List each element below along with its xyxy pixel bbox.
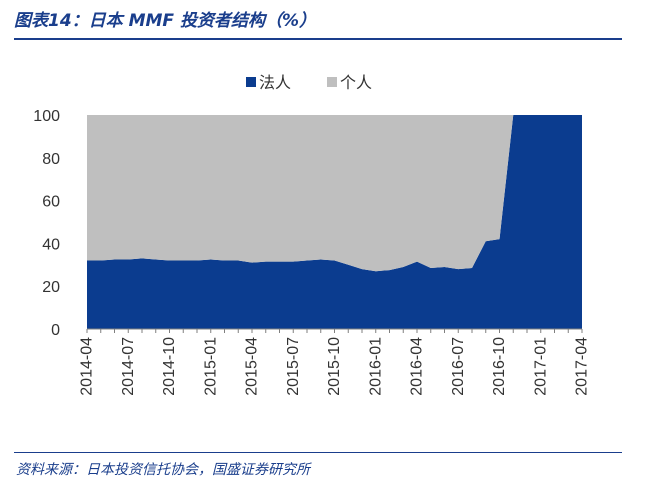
legend-label: 法人 [259, 73, 291, 92]
x-tick-label: 2014-07 [120, 337, 137, 396]
x-tick-label: 2014-10 [161, 337, 178, 396]
chart-legend: 法人 个人 [246, 73, 372, 92]
legend-item: 法人 [246, 73, 291, 92]
legend-swatch [327, 77, 337, 87]
y-tick-label: 40 [42, 236, 60, 253]
y-tick-label: 80 [42, 151, 60, 168]
y-axis: 0 20 40 60 80 100 [33, 108, 60, 339]
x-tick-label: 2017-04 [574, 337, 591, 396]
y-tick-label: 100 [33, 108, 60, 125]
figure-title: 图表14：日本 MMF 投资者结构（%） [14, 11, 316, 31]
x-tick-label: 2016-01 [367, 337, 384, 396]
x-axis: 2014-04 2014-07 2014-10 2015-01 2015-04 2015-… [79, 328, 591, 396]
y-tick-label: 0 [51, 322, 60, 339]
x-tick-label: 2014-04 [79, 337, 96, 396]
x-tick-label: 2016-10 [491, 337, 508, 396]
x-tick-label: 2015-04 [244, 337, 261, 396]
x-tick-label: 2016-07 [450, 337, 467, 396]
legend-swatch [246, 77, 256, 87]
x-tick-label: 2015-07 [285, 337, 302, 396]
x-tick-label: 2017-01 [532, 337, 549, 396]
area-series-0 [87, 115, 582, 329]
y-tick-label: 60 [42, 194, 60, 211]
x-tick-label: 2015-01 [202, 337, 219, 396]
area-series-1 [87, 115, 582, 272]
x-tick-label: 2016-04 [409, 337, 426, 396]
title-rule [14, 38, 622, 40]
y-tick-label: 20 [42, 279, 60, 296]
source-note: 资料来源：日本投资信托协会，国盛证券研究所 [16, 462, 310, 478]
legend-item: 个人 [327, 73, 372, 92]
source-rule [14, 452, 622, 453]
plot-area [87, 115, 582, 329]
x-tick-label: 2015-10 [326, 337, 343, 396]
legend-label: 个人 [340, 73, 372, 92]
